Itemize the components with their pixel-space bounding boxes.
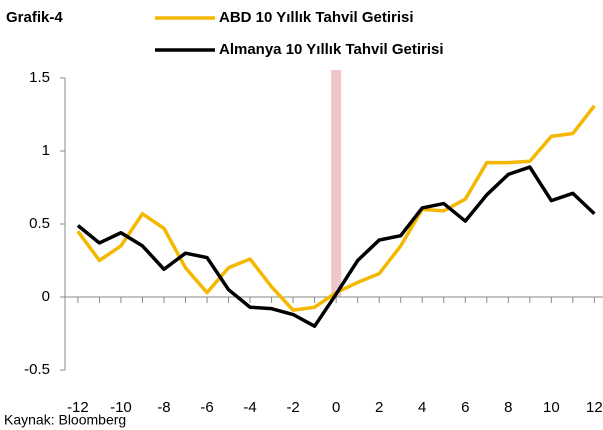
chart-title: Grafik-4 bbox=[6, 9, 63, 26]
x-tick-label: -4 bbox=[243, 399, 256, 416]
x-tick-label: 10 bbox=[543, 399, 560, 416]
series-line bbox=[76, 165, 596, 328]
x-tick-label: 4 bbox=[418, 399, 426, 416]
y-tick-label: 1 bbox=[42, 142, 50, 159]
x-tick-label: 12 bbox=[586, 399, 603, 416]
x-tick-label: -6 bbox=[200, 399, 213, 416]
x-tick-label: 8 bbox=[504, 399, 512, 416]
reference-band bbox=[331, 70, 342, 297]
x-tick-label: 6 bbox=[461, 399, 469, 416]
y-tick-label: 0 bbox=[42, 288, 50, 305]
y-tick-label: 1.5 bbox=[29, 69, 50, 86]
source: Kaynak: Bloomberg bbox=[4, 412, 126, 428]
x-tick-label: -8 bbox=[157, 399, 170, 416]
x-tick-label: -2 bbox=[286, 399, 299, 416]
y-tick-label: 0.5 bbox=[29, 215, 50, 232]
x-tick-label: 2 bbox=[375, 399, 383, 416]
legend-label: ABD 10 Yıllık Tahvil Getirisi bbox=[219, 9, 414, 26]
x-tick-label: -12 bbox=[67, 399, 89, 416]
legend-label: Almanya 10 Yıllık Tahvil Getirisi bbox=[219, 41, 444, 58]
x-tick-label: 0 bbox=[332, 399, 340, 416]
x-tick-label: -10 bbox=[110, 399, 132, 416]
y-tick-label: -0.5 bbox=[24, 361, 50, 378]
